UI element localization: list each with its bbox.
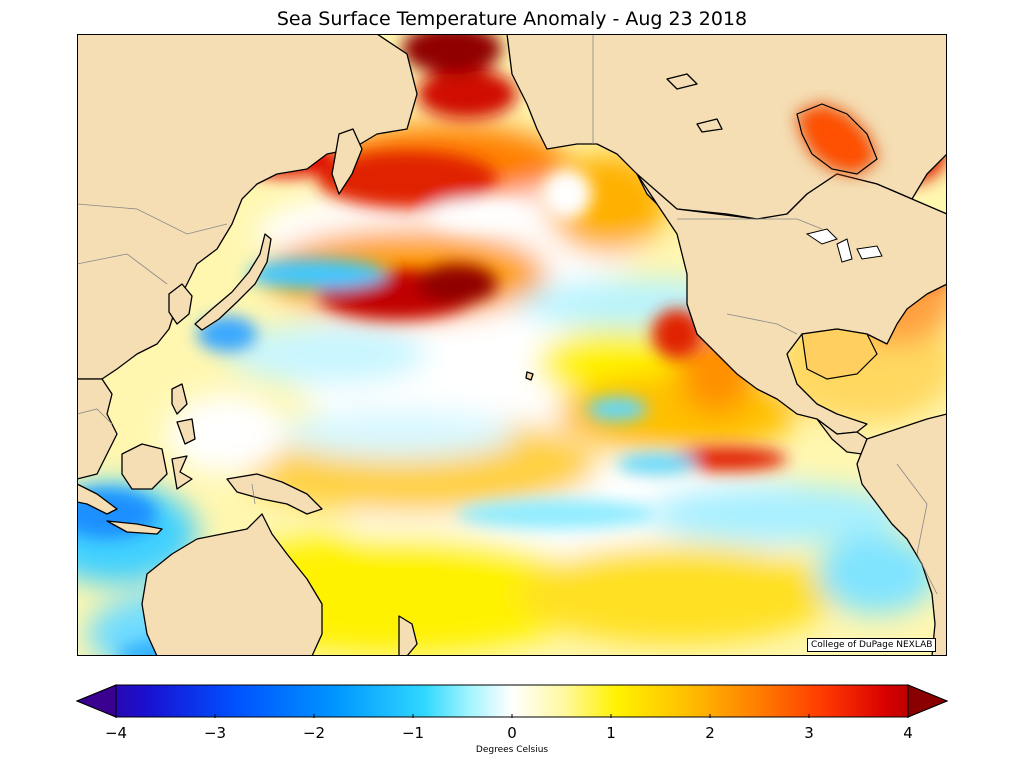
colorbar-tick-label: −1 (401, 724, 425, 742)
borders (77, 34, 938, 595)
java (106, 520, 163, 535)
colorbar-tick-label: 1 (606, 724, 616, 742)
colorbar-max-arrow (907, 684, 948, 718)
map-title: Sea Surface Temperature Anomaly - Aug 23… (276, 8, 748, 30)
credit-label: College of DuPage NEXLAB (807, 638, 937, 652)
kamchatka (331, 128, 363, 195)
colorbar-tick-label: −3 (203, 724, 227, 742)
borneo (121, 443, 168, 490)
land (77, 34, 947, 656)
korea (168, 283, 193, 325)
japan (194, 233, 272, 331)
hawaii (525, 371, 534, 381)
hudson-bay-outline (796, 103, 878, 175)
hudson-island (696, 118, 723, 133)
colorbar-tick-marks (115, 714, 909, 718)
philippines (171, 383, 188, 415)
philippines-south (176, 418, 196, 445)
colorbar (76, 684, 948, 718)
sst-anomaly-map (77, 34, 947, 656)
great-lakes (805, 228, 883, 263)
sumatra (77, 483, 118, 515)
colorbar-bar (76, 684, 948, 718)
new-guinea (226, 473, 323, 515)
colorbar-tick-label: 0 (507, 724, 517, 742)
new-zealand (398, 615, 418, 656)
south-america (856, 413, 947, 656)
map-frame (77, 34, 947, 656)
colorbar-tick-label: −4 (104, 724, 128, 742)
north-america-main (636, 173, 947, 435)
colorbar-tick-label: −2 (302, 724, 326, 742)
colorbar-tick-label: 3 (804, 724, 814, 742)
indochina (77, 378, 118, 480)
colorbar-min-arrow (76, 684, 117, 718)
australia (141, 513, 323, 656)
colorbar-tick-label: 2 (705, 724, 715, 742)
gulf-of-mexico (801, 328, 878, 380)
canadian-islands (666, 73, 698, 90)
asia (77, 34, 418, 380)
colorbar-tick-label: 4 (903, 724, 913, 742)
sulawesi (171, 455, 193, 490)
colorbar-label: Degrees Celsius (475, 745, 549, 755)
